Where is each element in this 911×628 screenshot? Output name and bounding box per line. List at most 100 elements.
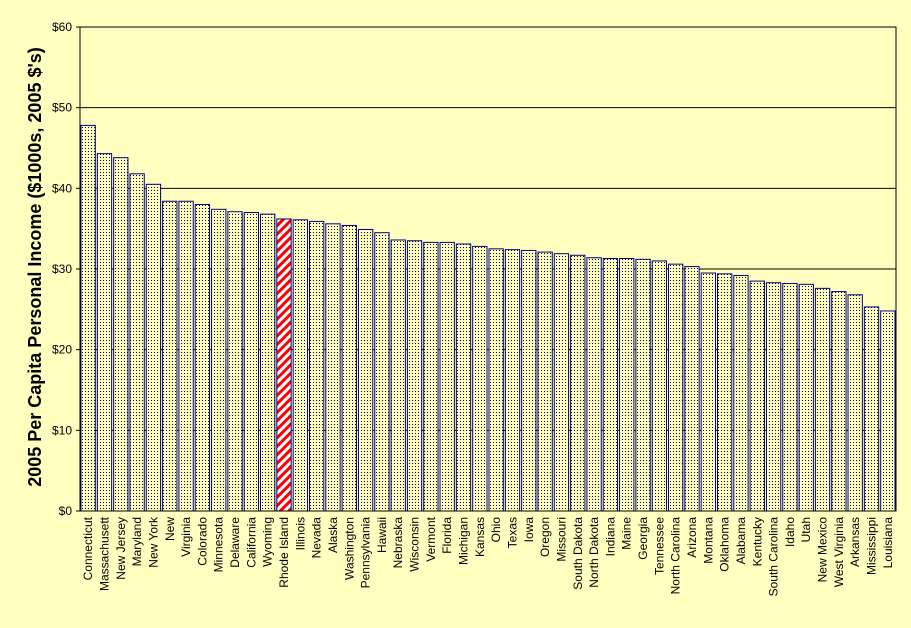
bar (668, 263, 684, 512)
bar (145, 183, 162, 512)
x-tick-label: Massachusett (97, 516, 111, 591)
x-tick-label: Arkansas (848, 517, 862, 567)
x-tick-label: Connecticut (81, 516, 95, 580)
bar (651, 260, 668, 512)
x-tick-label: Missouri (554, 517, 568, 562)
bar (423, 241, 439, 512)
x-tick-label: Alaska (326, 517, 340, 553)
x-tick-label: Montana (701, 517, 715, 564)
bar (243, 212, 260, 512)
x-tick-label: Idaho (783, 517, 797, 547)
bar (700, 272, 716, 512)
x-tick-label: Kansas (473, 517, 487, 557)
bar-highlighted (276, 218, 292, 512)
bar (96, 153, 113, 512)
x-tick-label: New Mexico (816, 517, 830, 583)
y-tick-label: $40 (52, 181, 72, 195)
x-tick-label: Arizona (685, 517, 699, 558)
bar (260, 213, 276, 512)
bars (80, 124, 896, 512)
bar (129, 173, 145, 512)
x-tick-label: Louisiana (881, 517, 895, 569)
x-tick-label: Pennsylvania (359, 517, 373, 589)
plot-frame (79, 26, 897, 512)
bar (863, 306, 880, 512)
x-tick-label: Rhode Island (277, 517, 291, 588)
bar (308, 220, 325, 512)
x-tick-label: Illinois (293, 517, 307, 550)
bar (341, 224, 357, 512)
bar (570, 254, 586, 512)
bar (390, 239, 406, 512)
bar (227, 211, 243, 512)
x-tick-label: North Dakota (587, 517, 601, 588)
bar (292, 219, 308, 512)
y-axis-label: 2005 Per Capita Personal Income ($1000s,… (25, 47, 45, 487)
x-tick-label: New York (146, 516, 160, 568)
bar (749, 280, 765, 512)
x-tick-label: Ohio (489, 517, 503, 543)
x-tick-label: Georgia (636, 517, 650, 560)
x-tick-label: Texas (505, 517, 519, 548)
bar (880, 310, 896, 512)
y-tick-labels: $0 $10 $20 $30 $40 $50 $60 (52, 20, 80, 518)
x-tick-label: Iowa (522, 517, 536, 543)
bar (488, 248, 504, 512)
x-tick-label: Maine (620, 517, 634, 550)
x-tick-label: South Carolina (767, 517, 781, 597)
bar (782, 283, 798, 512)
x-tick-label: Wisconsin (408, 517, 422, 572)
x-tick-label: New (163, 517, 177, 541)
bar (374, 232, 390, 512)
x-tick-label: North Carolina (669, 517, 683, 595)
y-tick-label: $60 (52, 20, 72, 34)
x-tick-label: Kentucky (750, 517, 764, 566)
y-tick-label: $30 (52, 262, 72, 276)
bar (537, 251, 553, 512)
x-tick-label: Colorado (195, 517, 209, 566)
x-tick-label: Tennessee (652, 517, 666, 575)
y-tick-label: $20 (52, 343, 72, 357)
bar (635, 258, 651, 512)
y-tick-label: $50 (52, 101, 72, 115)
x-tick-label: Delaware (228, 517, 242, 568)
x-tick-label: Utah (799, 517, 813, 542)
bar (847, 294, 863, 512)
y-tick-label: $10 (52, 423, 72, 437)
x-tick-label: Virginia (179, 517, 193, 557)
bar (472, 245, 488, 512)
x-tick-label: Florida (440, 517, 454, 554)
y-tick-label: $0 (59, 504, 73, 518)
bar (733, 274, 749, 512)
bar (716, 273, 733, 512)
x-tick-label: Mississippi (865, 517, 879, 575)
bar (586, 257, 602, 512)
bar (325, 223, 341, 512)
bar (814, 287, 831, 512)
bar (455, 243, 472, 512)
x-tick-labels: Connecticut Massachusett New Jersey Marylan… (81, 516, 895, 596)
bar (765, 282, 782, 512)
x-tick-label: Oklahoma (718, 517, 732, 572)
x-tick-label: Washington (342, 517, 356, 580)
bar (211, 208, 227, 512)
bar (831, 291, 847, 512)
bar (798, 283, 814, 512)
bar (619, 258, 635, 512)
x-tick-label: South Dakota (571, 517, 585, 590)
bar (521, 249, 537, 512)
bar (553, 253, 570, 512)
x-tick-label: Minnesota (212, 517, 226, 573)
bar (113, 157, 129, 512)
bar (406, 240, 423, 512)
bar (684, 266, 700, 512)
x-tick-label: New Jersey (114, 517, 128, 580)
bar (162, 200, 178, 512)
x-tick-label: Indiana (603, 517, 617, 557)
bar (194, 203, 211, 512)
bar (602, 258, 619, 512)
x-tick-label: Michigan (457, 517, 471, 565)
bar (439, 241, 455, 512)
